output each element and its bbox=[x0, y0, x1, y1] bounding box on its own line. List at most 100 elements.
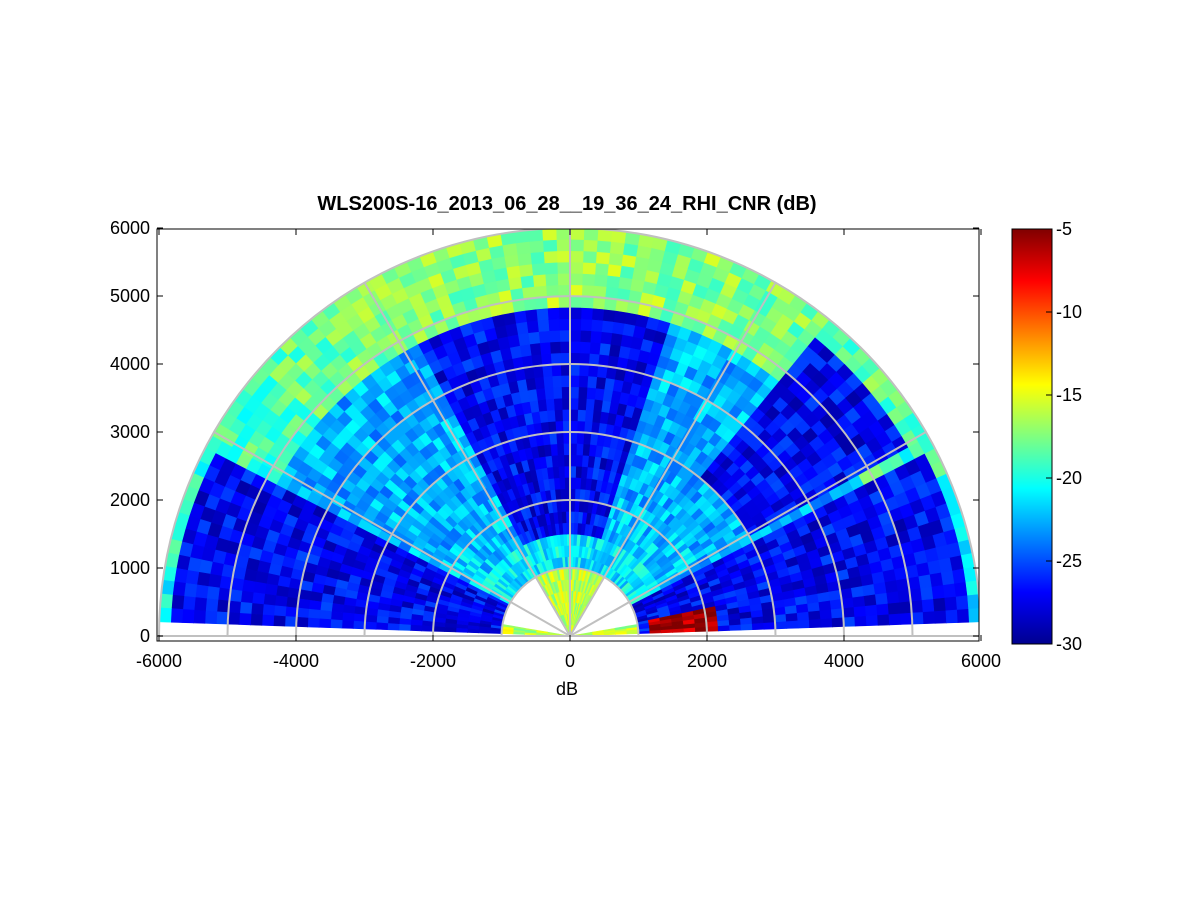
cnr-cell bbox=[582, 432, 592, 445]
cnr-cell bbox=[194, 584, 209, 600]
cnr-cell bbox=[842, 616, 856, 627]
cnr-cell bbox=[829, 598, 843, 610]
cnr-cell bbox=[573, 499, 580, 512]
cnr-cell bbox=[774, 620, 788, 630]
cnr-cell bbox=[573, 522, 579, 535]
cnr-cell bbox=[888, 612, 902, 626]
cnr-cell bbox=[546, 409, 556, 423]
cnr-cell bbox=[576, 431, 585, 445]
cnr-cell bbox=[931, 584, 946, 600]
cnr-cell bbox=[556, 261, 571, 274]
cnr-cell bbox=[558, 306, 571, 320]
cnr-cell bbox=[171, 594, 185, 610]
cnr-cell bbox=[364, 621, 377, 630]
cnr-cell bbox=[898, 600, 913, 614]
cnr-cell bbox=[854, 615, 868, 627]
cnr-cell bbox=[544, 273, 559, 286]
cnr-cell bbox=[922, 610, 936, 625]
cnr-cell bbox=[954, 581, 968, 597]
y-tick-label: 6000 bbox=[110, 218, 150, 238]
cnr-cell bbox=[586, 386, 597, 400]
cnr-cell bbox=[540, 352, 552, 366]
cnr-cell bbox=[613, 310, 627, 324]
cnr-cell bbox=[558, 318, 571, 331]
cnr-cell bbox=[556, 443, 565, 456]
cnr-cell bbox=[575, 465, 583, 479]
spoke-line bbox=[569, 431, 927, 637]
cnr-cell bbox=[524, 308, 538, 322]
cnr-cell bbox=[601, 319, 614, 334]
cnr-cell bbox=[830, 607, 844, 619]
cnr-cell bbox=[261, 614, 275, 627]
cnr-cell bbox=[196, 571, 211, 587]
colorbar-tick-label: -5 bbox=[1056, 219, 1072, 239]
cnr-cell bbox=[740, 623, 753, 631]
cnr-cell bbox=[527, 331, 541, 345]
colorbar-tick-label: -25 bbox=[1056, 551, 1082, 571]
colorbar-tick-label: -20 bbox=[1056, 468, 1082, 488]
cnr-cell bbox=[207, 573, 222, 589]
cnr-cell bbox=[786, 620, 799, 629]
cnr-cell bbox=[227, 600, 242, 614]
spoke-line bbox=[569, 282, 777, 637]
colorbar-tick-label: -15 bbox=[1056, 385, 1082, 405]
cnr-cell bbox=[561, 408, 571, 422]
cnr-cell bbox=[569, 306, 582, 320]
cnr-cell bbox=[548, 329, 561, 343]
cnr-cell bbox=[295, 616, 309, 628]
cnr-cell bbox=[763, 621, 776, 630]
cnr-cell bbox=[513, 310, 527, 324]
cnr-cell bbox=[609, 241, 625, 255]
cnr-cell bbox=[569, 238, 584, 252]
cnr-cell bbox=[577, 397, 587, 411]
cnr-cell bbox=[274, 595, 288, 608]
cnr-cell bbox=[819, 608, 833, 620]
y-tick-label: 2000 bbox=[110, 490, 150, 510]
cnr-cell bbox=[466, 628, 480, 634]
cnr-cell bbox=[319, 601, 333, 612]
cnr-cell bbox=[569, 229, 585, 240]
cnr-cell bbox=[596, 239, 612, 254]
cnr-cell bbox=[580, 318, 593, 332]
cnr-cell bbox=[539, 341, 551, 355]
cnr-cell bbox=[409, 624, 423, 632]
cnr-cell bbox=[921, 598, 935, 613]
cnr-cell bbox=[831, 616, 845, 628]
cnr-cell bbox=[942, 582, 957, 598]
cnr-cell bbox=[934, 609, 947, 624]
cnr-cell bbox=[547, 307, 560, 320]
cnr-cell bbox=[569, 284, 583, 297]
cnr-cell bbox=[250, 602, 264, 616]
cnr-cell bbox=[507, 276, 523, 291]
cnr-cell bbox=[595, 376, 607, 390]
cnr-cell bbox=[549, 341, 561, 354]
cnr-cell bbox=[863, 593, 877, 607]
colorbar-tick-label: -30 bbox=[1056, 634, 1082, 654]
cnr-cell bbox=[569, 318, 582, 331]
cnr-cell bbox=[918, 573, 933, 589]
cnr-cell bbox=[569, 250, 584, 263]
cnr-cell bbox=[603, 377, 615, 391]
cnr-cell bbox=[238, 612, 252, 626]
cnr-cell bbox=[505, 265, 521, 279]
cnr-cell bbox=[569, 374, 580, 388]
cnr-cell bbox=[489, 630, 503, 634]
cnr-cell bbox=[553, 397, 563, 411]
cnr-cell bbox=[307, 617, 320, 628]
cnr-cell bbox=[308, 599, 322, 611]
cnr-cell bbox=[554, 409, 563, 422]
cnr-cell bbox=[319, 609, 332, 620]
y-tick-label: 3000 bbox=[110, 422, 150, 442]
cnr-cell bbox=[583, 420, 593, 434]
cnr-cell bbox=[575, 454, 583, 467]
cnr-cell bbox=[944, 595, 958, 611]
cnr-cell bbox=[241, 579, 256, 593]
cnr-cell bbox=[543, 250, 558, 264]
cnr-cell bbox=[562, 431, 571, 444]
x-tick-label: 2000 bbox=[687, 651, 727, 671]
cnr-cell bbox=[410, 619, 423, 627]
cnr-cell bbox=[251, 592, 266, 605]
cnr-cell bbox=[579, 352, 590, 365]
cnr-cell bbox=[353, 613, 366, 623]
cnr-cell bbox=[252, 581, 267, 595]
